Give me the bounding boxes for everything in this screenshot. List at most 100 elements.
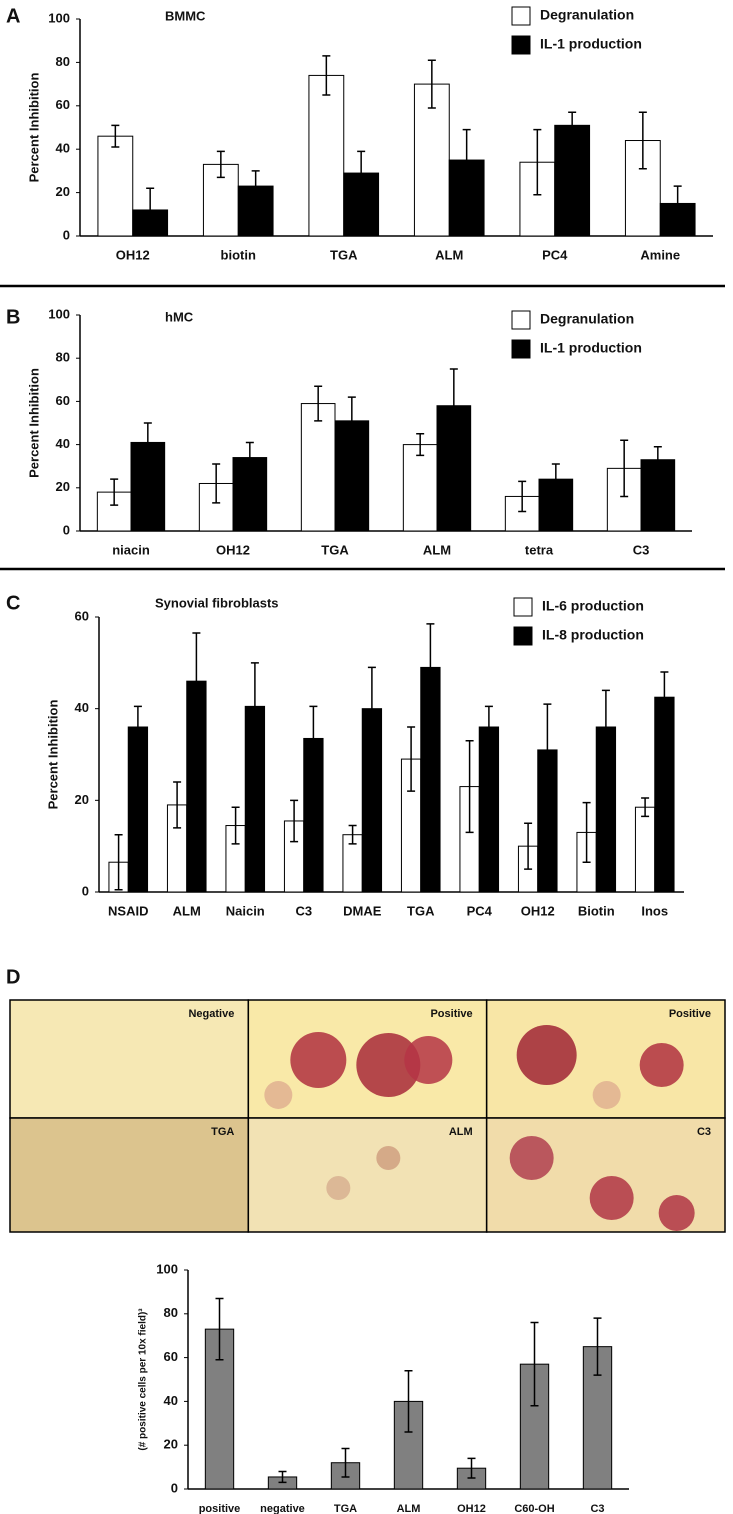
x-tick-label: OH12 (116, 247, 150, 262)
error-bar (341, 1447, 350, 1478)
cell (589, 1176, 634, 1220)
cell (592, 1081, 621, 1109)
y-tick-label: 20 (75, 792, 89, 807)
legend-swatch (511, 6, 531, 26)
error-bar (143, 422, 152, 463)
x-tick-label: NSAID (108, 903, 148, 918)
y-axis-label: Percent Inhibition (26, 73, 41, 183)
bar (97, 135, 134, 237)
x-tick-label: Inos (641, 903, 668, 918)
chart-title: Synovial fibroblasts (155, 595, 279, 610)
x-tick-label: OH12 (216, 542, 250, 557)
y-axis-label: Percent Inhibition (26, 368, 41, 478)
legend-label: Degranulation (540, 311, 634, 327)
bar (554, 124, 591, 237)
y-tick-label: 60 (56, 97, 70, 112)
y-tick-label: 80 (56, 54, 70, 69)
error-bar (407, 726, 416, 792)
error-bar (367, 666, 376, 751)
y-tick-label: 100 (48, 10, 70, 25)
y-tick-label: 0 (63, 522, 70, 537)
micrograph (9, 1117, 250, 1233)
y-tick-label: 20 (56, 479, 70, 494)
error-bar (653, 446, 662, 474)
x-tick-label: C3 (590, 1503, 604, 1514)
error-bar (146, 187, 155, 233)
error-bar (543, 703, 552, 797)
cell (326, 1176, 351, 1200)
x-tick-label: biotin (221, 247, 256, 262)
x-tick-label: niacin (112, 542, 150, 557)
y-tick-label: 40 (56, 141, 70, 156)
cell (264, 1081, 293, 1109)
bar (634, 806, 656, 893)
panel-letter: A (6, 5, 20, 27)
error-bar (278, 1470, 287, 1484)
error-bar (530, 1321, 539, 1407)
error-bar (426, 623, 435, 712)
error-bar (641, 797, 650, 818)
x-tick-label: Amine (640, 247, 680, 262)
x-tick-label: PC4 (542, 247, 568, 262)
error-bar (192, 632, 201, 731)
y-axis-label: (# positive cells per 10x field)³ (138, 1308, 149, 1451)
legend-label: IL-8 production (542, 627, 644, 643)
error-bar (133, 705, 142, 749)
error-bar (347, 396, 356, 446)
y-tick-label: 40 (56, 436, 70, 451)
error-bar (593, 1317, 602, 1376)
chart-title: hMC (165, 309, 194, 324)
y-tick-label: 0 (82, 883, 89, 898)
bar (127, 726, 149, 893)
error-bar (533, 128, 542, 196)
error-bar (231, 806, 240, 845)
y-tick-label: 0 (171, 1480, 178, 1495)
error-bar (322, 55, 331, 96)
cell (516, 1025, 577, 1085)
error-bar (673, 185, 682, 222)
legend-swatch (511, 310, 531, 330)
legend-swatch (511, 35, 531, 55)
error-bar (114, 833, 123, 891)
image-label: Positive (669, 1008, 711, 1020)
x-tick-label: ALM (435, 247, 463, 262)
x-tick-label: tetra (525, 542, 554, 557)
error-bar (518, 480, 527, 513)
image-label: ALM (449, 1126, 473, 1138)
error-bar (601, 689, 610, 765)
y-tick-label: 80 (164, 1305, 178, 1320)
error-bar (251, 170, 260, 203)
legend-swatch (513, 597, 533, 617)
y-tick-label: 100 (156, 1261, 178, 1276)
bar (402, 444, 438, 532)
legend-label: IL-1 production (540, 340, 642, 356)
error-bar (173, 781, 182, 829)
panel-letter: D (6, 966, 20, 988)
error-bar (660, 671, 669, 724)
error-bar (215, 1297, 224, 1361)
legend-label: IL-6 production (542, 598, 644, 614)
y-tick-label: 60 (75, 608, 89, 623)
x-tick-label: ALM (173, 903, 201, 918)
y-axis-label: Percent Inhibition (45, 700, 60, 810)
error-bar (212, 463, 221, 504)
error-bar (551, 463, 560, 496)
y-tick-label: 40 (164, 1393, 178, 1408)
x-tick-label: Biotin (578, 903, 615, 918)
image-label: TGA (211, 1126, 234, 1138)
error-bar (568, 111, 577, 140)
cell (509, 1136, 554, 1180)
error-bar (416, 433, 425, 457)
y-tick-label: 40 (75, 700, 89, 715)
x-tick-label: PC4 (467, 903, 493, 918)
x-tick-label: ALM (423, 542, 451, 557)
legend-label: IL-1 production (540, 36, 642, 52)
bar (300, 403, 336, 532)
x-tick-label: Naicin (226, 903, 265, 918)
y-tick-label: 80 (56, 350, 70, 365)
cell (356, 1033, 421, 1097)
x-tick-label: TGA (330, 247, 358, 262)
x-tick-label: positive (199, 1503, 241, 1514)
x-tick-label: negative (260, 1503, 305, 1514)
cell (376, 1146, 401, 1170)
